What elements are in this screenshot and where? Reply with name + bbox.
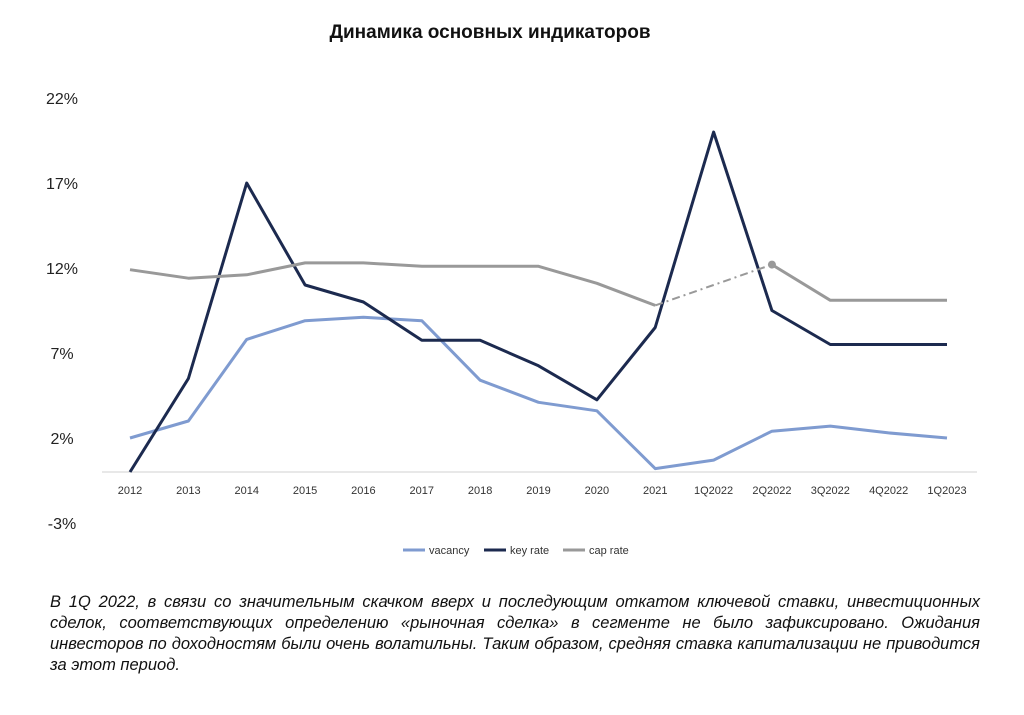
legend-label: vacancy — [429, 545, 470, 557]
legend-label: cap rate — [589, 545, 629, 557]
x-tick-label: 2019 — [526, 485, 550, 497]
series-line-cap-rate-dashed — [654, 263, 773, 307]
y-tick-label: 17% — [46, 176, 78, 193]
plot-area: -3% 2% 7% 12% 17% 22% 2012 2013 2014 2015 2016 2017… — [46, 91, 977, 557]
series-line-cap-rate — [771, 263, 947, 302]
x-tick-label: 2018 — [468, 485, 492, 497]
x-tick-label: 2017 — [410, 485, 434, 497]
x-tick-label: 2021 — [643, 485, 667, 497]
chart-title: Динамика основных индикаторов — [329, 22, 651, 43]
legend-label: key rate — [510, 545, 549, 557]
y-tick-label: 12% — [46, 261, 78, 278]
x-tick-label: 1Q2023 — [927, 485, 966, 497]
series-line-vacancy — [129, 315, 948, 471]
x-tick-label: 1Q2022 — [694, 485, 733, 497]
x-tick-label: 2020 — [585, 485, 609, 497]
series-line-cap-rate — [129, 261, 656, 307]
footnote-text: В 1Q 2022, в связи со значительным скачк… — [50, 593, 980, 674]
x-tick-label: 2016 — [351, 485, 375, 497]
y-tick-label: 2% — [50, 431, 73, 448]
x-tick-label: 2012 — [118, 485, 142, 497]
y-tick-label: 7% — [50, 346, 73, 363]
x-tick-label: 2015 — [293, 485, 317, 497]
series-line-key-rate — [128, 130, 947, 473]
chart: Динамика основных индикаторов -3% 2% 7% 12%… — [46, 22, 977, 557]
x-tick-label: 2Q2022 — [752, 485, 791, 497]
series-point-marker — [767, 260, 776, 269]
y-tick-label: 22% — [46, 91, 78, 108]
x-tick-label: 2013 — [176, 485, 200, 497]
x-tick-label: 3Q2022 — [811, 485, 850, 497]
y-tick-label: -3% — [48, 516, 76, 533]
x-tick-label: 2014 — [234, 485, 258, 497]
x-tick-label: 4Q2022 — [869, 485, 908, 497]
